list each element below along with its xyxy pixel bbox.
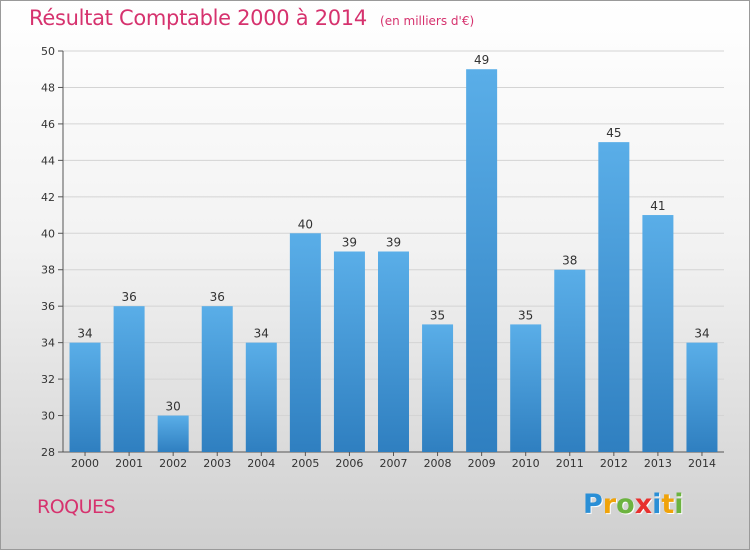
chart-title: Résultat Comptable 2000 à 2014: [29, 6, 367, 30]
x-tick-label: 2002: [159, 457, 187, 470]
bar-value-label: 41: [650, 199, 665, 213]
x-tick-label: 2010: [512, 457, 540, 470]
bar-value-label: 39: [342, 236, 357, 250]
y-tick-label: 50: [41, 45, 55, 58]
logo-letter: t: [661, 489, 675, 520]
bar-value-label: 34: [77, 327, 92, 341]
bar-value-label: 35: [518, 308, 533, 322]
x-tick-label: 2000: [71, 457, 99, 470]
bar-value-label: 30: [166, 400, 181, 414]
bar: [245, 342, 277, 452]
bars: [69, 69, 718, 453]
x-tick-label: 2004: [247, 457, 275, 470]
bar: [466, 69, 498, 453]
bar-value-label: 36: [210, 290, 225, 304]
bar: [598, 142, 630, 453]
y-tick-label: 28: [41, 446, 55, 459]
bar: [201, 306, 233, 452]
bar-value-label: 40: [298, 217, 313, 231]
bar: [554, 269, 586, 452]
y-tick-label: 36: [41, 300, 55, 313]
x-tick-label: 2014: [688, 457, 716, 470]
x-tick-label: 2008: [424, 457, 452, 470]
town-name: ROQUES: [37, 496, 116, 518]
y-tick-label: 40: [41, 227, 55, 240]
y-tick-label: 48: [41, 81, 55, 94]
x-tick-label: 2013: [644, 457, 672, 470]
logo-letter: r: [602, 489, 617, 520]
bar-value-label: 38: [562, 254, 577, 268]
y-tick-label: 44: [41, 154, 55, 167]
x-tick-label: 2011: [556, 457, 584, 470]
x-tick-label: 2003: [203, 457, 231, 470]
bar-value-label: 35: [430, 308, 445, 322]
bar: [642, 215, 674, 452]
chart-subtitle: (en milliers d'€): [380, 14, 475, 28]
y-tick-label: 38: [41, 264, 55, 277]
bar: [157, 415, 189, 452]
title-row: Résultat Comptable 2000 à 2014 (en milli…: [29, 6, 474, 30]
x-tick-label: 2005: [291, 457, 319, 470]
y-tick-label: 30: [41, 410, 55, 423]
y-tick-label: 34: [41, 337, 55, 350]
logo-letter: P: [583, 489, 603, 520]
bar-value-label: 34: [254, 327, 269, 341]
x-tick-label: 2012: [600, 457, 628, 470]
y-tick-label: 46: [41, 118, 55, 131]
y-tick-label: 32: [41, 373, 55, 386]
bar-value-label: 36: [121, 290, 136, 304]
x-tick-label: 2006: [335, 457, 363, 470]
bar-value-label: 49: [474, 53, 489, 67]
bar: [378, 251, 409, 452]
bar: [113, 306, 145, 452]
bar: [69, 342, 101, 452]
x-tick-label: 2007: [380, 457, 408, 470]
bar: [422, 324, 454, 452]
bar-value-label: 45: [606, 126, 621, 140]
logo-letter: i: [652, 489, 662, 520]
logo-letter: o: [616, 489, 635, 520]
labels: 34 2000 36 2001 30 2002 36 2003 34 2004 40 2005 39 20…: [71, 53, 716, 470]
bar: [686, 342, 718, 452]
logo-letter: i: [674, 489, 684, 520]
x-tick-label: 2009: [468, 457, 496, 470]
bar: [510, 324, 542, 452]
bar-value-label: 39: [386, 236, 401, 250]
logo-letter: x: [634, 489, 653, 520]
x-tick-label: 2001: [115, 457, 143, 470]
bar: [289, 233, 321, 452]
y-tick-label: 42: [41, 191, 55, 204]
bar-value-label: 34: [694, 327, 709, 341]
bar: [333, 251, 365, 452]
proxiti-logo[interactable]: Proxiti: [583, 489, 684, 520]
